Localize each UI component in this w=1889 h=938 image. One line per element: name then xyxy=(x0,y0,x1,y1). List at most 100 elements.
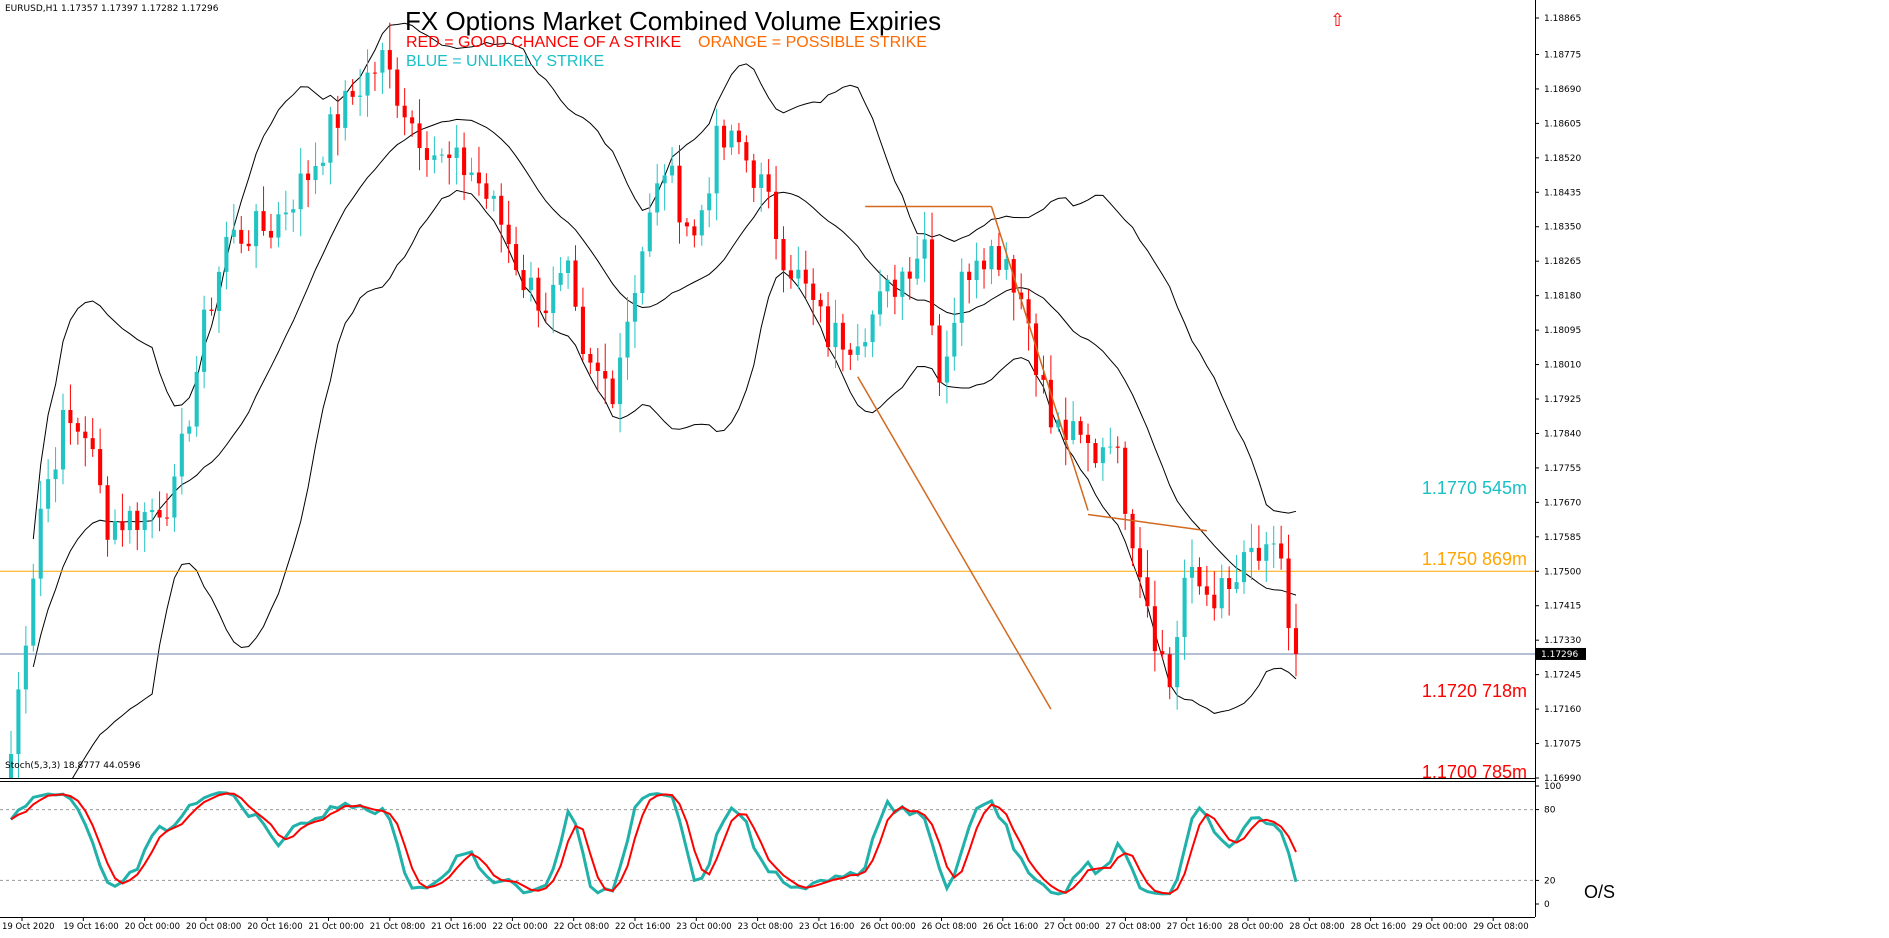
y-tick-label: 1.18010 xyxy=(1544,361,1581,371)
candle-up xyxy=(202,309,207,372)
candle-down xyxy=(1227,578,1232,590)
candle-up xyxy=(439,154,444,156)
candle-down xyxy=(722,125,727,148)
candle-up xyxy=(172,476,177,518)
candle-up xyxy=(1182,577,1187,638)
y-tick-label: 1.16990 xyxy=(1544,774,1581,784)
x-tick-label: 28 Oct 08:00 xyxy=(1289,922,1344,932)
candle-down xyxy=(803,269,808,284)
candle-down xyxy=(1115,446,1120,448)
x-tick-label: 28 Oct 16:00 xyxy=(1351,922,1406,932)
candle-up xyxy=(528,277,533,291)
strike-label-1-1720: 1.1720 718m xyxy=(1421,680,1527,701)
candle-up xyxy=(974,260,979,280)
candle-down xyxy=(402,105,407,118)
candle-down xyxy=(306,173,311,181)
candle-down xyxy=(68,410,73,424)
candle-down xyxy=(610,378,615,405)
y-tick-label: 1.17755 xyxy=(1544,464,1581,474)
candle-up xyxy=(142,512,147,531)
candle-down xyxy=(90,438,95,450)
y-tick-label: 1.18095 xyxy=(1544,326,1581,336)
candle-down xyxy=(410,117,415,124)
x-tick-label: 27 Oct 00:00 xyxy=(1044,922,1099,932)
candle-down xyxy=(937,325,942,383)
bollinger-lower xyxy=(72,189,1297,778)
candle-up xyxy=(112,521,118,540)
candle-up xyxy=(1071,421,1076,441)
candle-up xyxy=(328,114,333,163)
strike-label-1-1750: 1.1750 869m xyxy=(1421,549,1527,570)
candle-up xyxy=(640,251,645,294)
candle-up xyxy=(46,479,51,509)
candle-up xyxy=(231,229,236,237)
candle-up xyxy=(343,90,348,128)
candle-up xyxy=(944,356,949,383)
up-arrow-icon: ⇧ xyxy=(1330,10,1346,31)
candle-down xyxy=(1256,547,1261,561)
candle-up xyxy=(1264,544,1269,561)
candle-down xyxy=(1093,443,1098,464)
x-tick-label: 29 Oct 00:00 xyxy=(1412,922,1467,932)
candle-up xyxy=(127,510,132,531)
stoch-tick-label: 0 xyxy=(1544,900,1550,910)
candle-down xyxy=(417,123,422,149)
y-tick-label: 1.17670 xyxy=(1544,498,1581,508)
candle-down xyxy=(1197,566,1202,587)
candle-down xyxy=(372,72,378,74)
candle-down xyxy=(395,69,400,106)
candle-up xyxy=(187,426,192,434)
candle-down xyxy=(751,160,756,188)
candle-down xyxy=(1145,577,1150,607)
stochastic-header: Stoch(5,3,3) 18.8777 44.0596 xyxy=(5,761,141,771)
candle-up xyxy=(870,314,875,343)
x-tick-label: 19 Oct 2020 xyxy=(2,922,55,932)
candle-down xyxy=(83,431,88,439)
strike-label-1-1770: 1.1770 545m xyxy=(1421,478,1527,499)
y-tick-label: 1.17925 xyxy=(1544,395,1581,405)
candle-down xyxy=(135,510,140,531)
candle-down xyxy=(1286,558,1291,629)
candle-up xyxy=(855,346,860,355)
candle-up xyxy=(885,279,890,292)
y-tick-label: 1.18180 xyxy=(1544,292,1581,302)
candle-down xyxy=(766,174,771,192)
candle-up xyxy=(989,246,994,270)
y-tick-label: 1.18605 xyxy=(1544,119,1581,129)
x-tick-label: 21 Oct 08:00 xyxy=(370,922,425,932)
candle-up xyxy=(1108,446,1113,448)
candle-down xyxy=(1123,447,1128,514)
x-tick-label: 23 Oct 08:00 xyxy=(738,922,793,932)
candle-down xyxy=(239,229,244,244)
candle-down xyxy=(1041,375,1046,380)
stoch-tick-label: 80 xyxy=(1544,806,1556,816)
candle-up xyxy=(194,371,199,427)
candle-down xyxy=(120,521,125,531)
candle-up xyxy=(283,212,288,215)
y-tick-label: 1.17160 xyxy=(1544,705,1581,715)
candle-down xyxy=(350,90,355,97)
candle-down xyxy=(105,485,110,540)
candle-up xyxy=(1175,637,1180,688)
candle-up xyxy=(1219,578,1224,609)
candle-up xyxy=(952,322,957,357)
candle-down xyxy=(981,260,987,270)
symbol-ohlc-header: EURUSD,H1 1.17357 1.17397 1.17282 1.1729… xyxy=(5,4,219,14)
candle-down xyxy=(499,195,504,225)
candle-down xyxy=(514,244,519,271)
bollinger-middle xyxy=(32,118,1297,668)
candle-up xyxy=(216,271,222,311)
x-tick-label: 20 Oct 16:00 xyxy=(247,922,302,932)
candle-up xyxy=(1241,552,1247,583)
trend-line xyxy=(1087,513,1207,532)
candle-up xyxy=(1249,547,1254,553)
x-tick-label: 20 Oct 08:00 xyxy=(186,922,241,932)
candle-down xyxy=(1212,594,1217,609)
candle-up xyxy=(224,236,229,272)
candle-down xyxy=(98,449,103,486)
candle-up xyxy=(878,291,883,315)
candle-down xyxy=(929,239,935,326)
candle-down xyxy=(1204,586,1209,595)
candle-down xyxy=(75,423,80,432)
